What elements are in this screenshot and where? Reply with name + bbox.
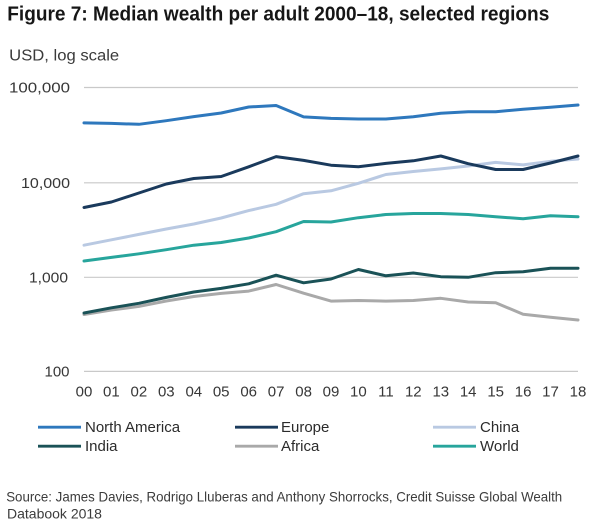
svg-text:Europe: Europe: [281, 419, 329, 436]
svg-text:01: 01: [103, 383, 120, 400]
svg-text:100,000: 100,000: [9, 80, 70, 97]
svg-text:12: 12: [405, 383, 422, 400]
svg-text:10: 10: [350, 383, 367, 400]
svg-text:North America: North America: [85, 419, 181, 436]
svg-text:13: 13: [432, 383, 449, 400]
svg-text:08: 08: [295, 383, 312, 400]
svg-text:India: India: [85, 438, 118, 455]
svg-text:14: 14: [460, 383, 477, 400]
svg-text:03: 03: [158, 383, 175, 400]
svg-text:04: 04: [185, 383, 202, 400]
svg-text:100: 100: [45, 364, 70, 381]
svg-text:1,000: 1,000: [29, 270, 68, 287]
svg-text:00: 00: [76, 383, 93, 400]
svg-text:World: World: [480, 438, 519, 455]
svg-text:Figure 7: Median wealth per ad: Figure 7: Median wealth per adult 2000–1…: [7, 4, 549, 26]
svg-text:15: 15: [487, 383, 504, 400]
svg-text:Databook 2018: Databook 2018: [7, 506, 102, 522]
svg-text:07: 07: [268, 383, 285, 400]
svg-text:10,000: 10,000: [21, 175, 70, 192]
svg-text:Africa: Africa: [281, 438, 320, 455]
svg-text:02: 02: [131, 383, 148, 400]
svg-text:06: 06: [240, 383, 257, 400]
svg-text:China: China: [480, 419, 520, 436]
svg-text:17: 17: [542, 383, 559, 400]
svg-text:Source: James Davies, Rodrigo: Source: James Davies, Rodrigo Lluberas a…: [6, 489, 562, 505]
svg-text:09: 09: [323, 383, 340, 400]
svg-text:16: 16: [515, 383, 532, 400]
svg-text:05: 05: [213, 383, 230, 400]
svg-text:11: 11: [378, 383, 394, 400]
svg-text:18: 18: [570, 383, 587, 400]
svg-text:USD, log scale: USD, log scale: [9, 48, 119, 65]
